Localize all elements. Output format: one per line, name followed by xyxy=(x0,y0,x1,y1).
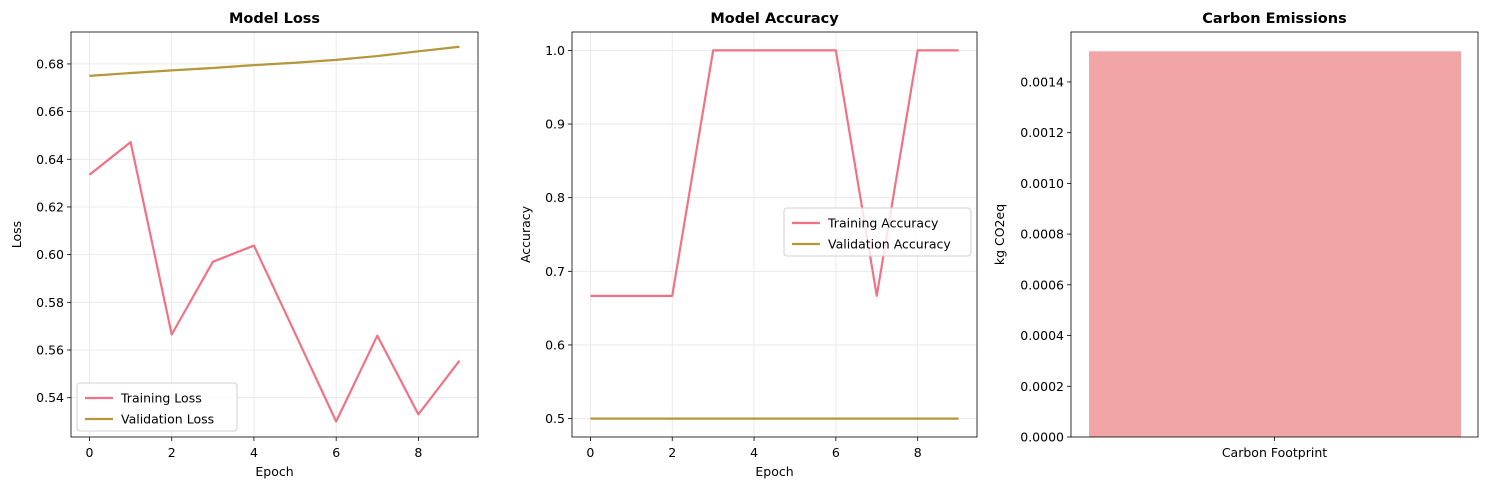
emissions-chart-ylabel: kg CO2eq xyxy=(992,204,1007,265)
x-tick-label: 0 xyxy=(586,445,594,460)
y-tick-label: 0.8 xyxy=(545,190,565,205)
x-tick-label: 0 xyxy=(86,445,94,460)
series-line-validation-loss xyxy=(89,45,460,77)
loss-chart-title: Model Loss xyxy=(229,11,320,27)
y-tick-label: 0.64 xyxy=(36,152,64,167)
y-tick-label: 0.7 xyxy=(545,264,565,279)
x-tick-label: Carbon Footprint xyxy=(1222,445,1327,460)
y-tick-label: 0.0008 xyxy=(1020,227,1064,242)
legend-training-loss: Training Loss xyxy=(120,391,202,406)
y-tick-label: 0.66 xyxy=(36,104,64,119)
x-tick-label: 8 xyxy=(414,445,422,460)
y-tick-label: 1.0 xyxy=(545,43,565,58)
loss-chart-ylabel: Loss xyxy=(9,221,24,248)
x-tick-label: 4 xyxy=(750,445,758,460)
loss-chart: Model Loss Epoch Loss 0 2 4 6 8 0.54 0.56 0.58 0… xyxy=(9,11,479,479)
y-tick-label: 0.0000 xyxy=(1020,430,1064,445)
y-tick-label: 0.0014 xyxy=(1020,74,1064,89)
y-tick-label: 0.58 xyxy=(36,295,64,310)
x-tick-label: 4 xyxy=(250,445,258,460)
y-tick-label: 0.9 xyxy=(545,117,565,132)
series-line-training-loss xyxy=(88,141,461,423)
legend-training-accuracy: Training Accuracy xyxy=(827,216,939,231)
y-tick-label: 0.0010 xyxy=(1020,176,1064,191)
x-tick-label: 6 xyxy=(832,445,840,460)
y-tick-label: 0.54 xyxy=(36,390,64,405)
y-tick-label: 0.68 xyxy=(36,56,64,71)
bar-carbon-footprint xyxy=(1089,51,1461,437)
accuracy-chart-ylabel: Accuracy xyxy=(518,205,533,263)
y-tick-label: 0.6 xyxy=(545,337,565,352)
y-tick-label: 0.60 xyxy=(36,247,64,262)
y-tick-label: 0.0012 xyxy=(1020,125,1064,140)
y-tick-label: 0.5 xyxy=(545,411,565,426)
legend-validation-loss: Validation Loss xyxy=(121,412,214,427)
y-tick-label: 0.0006 xyxy=(1020,277,1064,292)
y-tick-label: 0.0004 xyxy=(1020,328,1064,343)
loss-chart-xlabel: Epoch xyxy=(255,464,293,479)
y-tick-label: 0.0002 xyxy=(1020,379,1064,394)
emissions-chart: Carbon Emissions kg CO2eq Carbon Footpri… xyxy=(992,11,1479,460)
y-tick-label: 0.56 xyxy=(36,342,64,357)
loss-chart-legend: Training Loss Validation Loss xyxy=(76,382,238,432)
x-tick-label: 2 xyxy=(668,445,676,460)
x-tick-label: 2 xyxy=(168,445,176,460)
legend-validation-accuracy: Validation Accuracy xyxy=(828,237,951,252)
accuracy-chart-legend: Training Accuracy Validation Accuracy xyxy=(783,207,972,257)
plot-frame xyxy=(571,31,978,438)
accuracy-chart-title: Model Accuracy xyxy=(710,11,839,27)
series-line-training-accuracy xyxy=(590,49,959,297)
accuracy-chart-xlabel: Epoch xyxy=(755,464,793,479)
x-tick-label: 6 xyxy=(332,445,340,460)
accuracy-chart: Model Accuracy Epoch Accuracy 0 2 4 6 8 0.5 0.… xyxy=(518,11,978,479)
emissions-chart-title: Carbon Emissions xyxy=(1202,11,1346,27)
plot-frame xyxy=(70,31,479,438)
y-tick-label: 0.62 xyxy=(36,199,64,214)
x-tick-label: 8 xyxy=(914,445,922,460)
